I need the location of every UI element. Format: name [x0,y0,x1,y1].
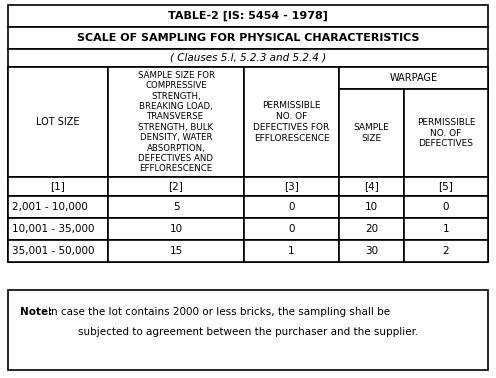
Text: PERMISSIBLE
NO. OF
DEFECTIVES FOR
EFFLORESCENCE: PERMISSIBLE NO. OF DEFECTIVES FOR EFFLOR… [253,101,330,143]
Bar [339,89,404,177]
Text: 2: 2 [443,246,449,256]
Bar [404,196,488,218]
Bar [8,196,488,218]
Text: subjected to agreement between the purchaser and the supplier.: subjected to agreement between the purch… [78,327,418,337]
Bar [8,218,488,240]
Bar [339,67,488,89]
Bar [8,67,488,177]
Bar [244,67,339,177]
Text: [2]: [2] [169,181,184,192]
Text: 1: 1 [443,224,449,234]
Text: [3]: [3] [284,181,299,192]
Bar [404,218,488,240]
Bar [8,177,108,196]
Text: 15: 15 [169,246,183,256]
Bar [339,196,404,218]
Text: ( Clauses 5.l, 5.2.3 and 5.2.4 ): ( Clauses 5.l, 5.2.3 and 5.2.4 ) [170,53,326,63]
Bar [339,177,404,196]
Text: 2,001 - 10,000: 2,001 - 10,000 [12,202,88,212]
Text: 5: 5 [173,202,180,212]
Bar [404,240,488,262]
Bar [8,5,488,27]
Text: Note:: Note: [20,307,52,317]
Bar [8,27,488,49]
Bar [404,89,488,177]
Bar [8,218,108,240]
Text: [1]: [1] [51,181,65,192]
Bar [108,196,244,218]
Text: 20: 20 [365,224,378,234]
Text: 10: 10 [365,202,378,212]
Bar [8,49,488,67]
Text: WARPAGE: WARPAGE [389,73,437,83]
Text: 1: 1 [288,246,295,256]
Bar [339,240,404,262]
Bar [244,196,339,218]
Text: 35,001 - 50,000: 35,001 - 50,000 [12,246,95,256]
Bar [8,196,108,218]
Bar [244,218,339,240]
Text: PERMISSIBLE
NO. OF
DEFECTIVES: PERMISSIBLE NO. OF DEFECTIVES [417,118,475,148]
Text: 0: 0 [288,202,295,212]
Text: In case the lot contains 2000 or less bricks, the sampling shall be: In case the lot contains 2000 or less br… [48,307,390,317]
Bar [108,218,244,240]
Text: [4]: [4] [364,181,379,192]
Bar [108,67,244,177]
Text: SAMPLE SIZE FOR
COMPRESSIVE
STRENGTH,
BREAKING LOAD,
TRANSVERSE
STRENGTH, BULK
D: SAMPLE SIZE FOR COMPRESSIVE STRENGTH, BR… [137,71,214,173]
Bar [404,177,488,196]
Text: LOT SIZE: LOT SIZE [36,117,80,127]
Text: [5]: [5] [438,181,453,192]
Text: 0: 0 [288,224,295,234]
Text: 0: 0 [443,202,449,212]
Bar [8,240,488,262]
Text: SAMPLE
SIZE: SAMPLE SIZE [354,123,389,143]
Bar [339,218,404,240]
Text: 30: 30 [365,246,378,256]
Bar [108,240,244,262]
Bar [8,240,108,262]
Text: TABLE-2 [IS: 5454 - 1978]: TABLE-2 [IS: 5454 - 1978] [168,11,328,21]
Bar [244,177,339,196]
Bar [108,177,244,196]
Bar [244,240,339,262]
Text: SCALE OF SAMPLING FOR PHYSICAL CHARACTERISTICS: SCALE OF SAMPLING FOR PHYSICAL CHARACTER… [77,33,419,43]
Text: 10,001 - 35,000: 10,001 - 35,000 [12,224,95,234]
Bar [8,67,108,177]
Bar [8,290,488,370]
Bar [8,177,488,196]
Text: 10: 10 [170,224,183,234]
